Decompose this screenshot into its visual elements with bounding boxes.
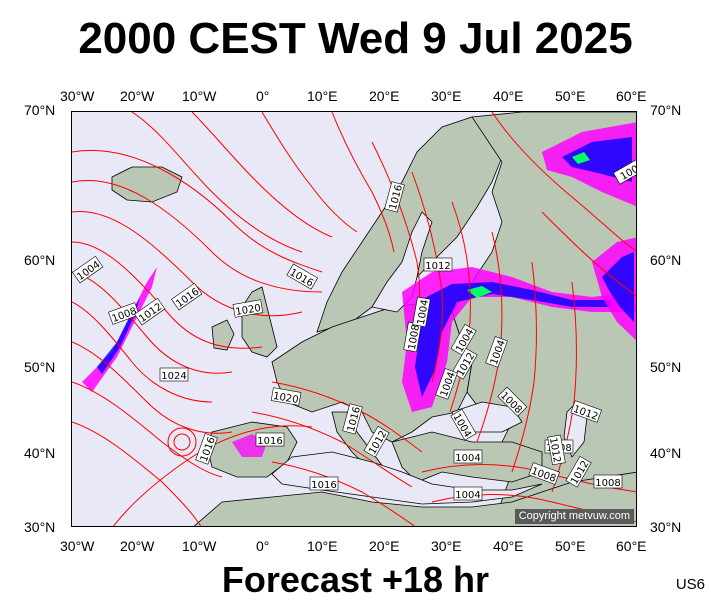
lat-label-right: 40°N xyxy=(650,445,682,461)
weather-map: 1004 1008 1012 1016 1020 1024 1016 1020 … xyxy=(71,111,637,527)
isobar-label: 1008 xyxy=(407,324,422,351)
isobar xyxy=(72,180,323,293)
lon-label-top: 0° xyxy=(256,88,270,104)
isobar-label: 1004 xyxy=(455,490,480,501)
lat-label-left: 50°N xyxy=(24,359,56,375)
isobar-label: 1004 xyxy=(416,299,431,326)
isobar xyxy=(131,112,303,253)
isobar xyxy=(191,112,333,238)
isobar-label: 1016 xyxy=(257,436,282,447)
isobar xyxy=(271,381,423,453)
lon-label-top: 60°E xyxy=(616,88,647,104)
isobar xyxy=(72,301,213,403)
lon-label-bottom: 30°W xyxy=(60,538,95,554)
rain-north-russia-core xyxy=(562,137,632,182)
isobar-label: 1012 xyxy=(547,437,562,464)
lat-label-right: 60°N xyxy=(650,252,682,268)
isobar xyxy=(72,241,263,349)
isobar xyxy=(72,341,233,434)
lat-label-right: 70°N xyxy=(650,102,682,118)
isobar xyxy=(411,171,443,383)
isobar xyxy=(261,112,358,233)
isobar xyxy=(511,261,537,473)
lon-label-top: 20°E xyxy=(369,88,400,104)
lon-label-top: 10°E xyxy=(307,88,338,104)
isobar xyxy=(251,411,413,488)
isobar-label: 1004 xyxy=(455,453,480,464)
lon-label-top: 40°E xyxy=(493,88,524,104)
rain-east-band-core xyxy=(602,252,634,322)
isobar xyxy=(271,461,416,526)
lat-label-right: 50°N xyxy=(650,359,682,375)
lon-label-bottom: 20°W xyxy=(120,538,155,554)
isobar-label: 1020 xyxy=(272,391,299,406)
isobar-low xyxy=(167,427,197,457)
isobar-label: 1012 xyxy=(425,261,450,272)
rain-band-atlantic-core xyxy=(97,297,140,374)
lon-label-bottom: 30°E xyxy=(431,538,462,554)
isobar xyxy=(541,211,636,297)
lon-label-bottom: 50°E xyxy=(555,538,586,554)
lat-label-left: 30°N xyxy=(24,519,56,535)
lon-label-top: 30°E xyxy=(431,88,462,104)
isobar xyxy=(72,381,223,478)
isobar xyxy=(72,271,233,374)
lat-label-right: 30°N xyxy=(650,519,682,535)
lon-label-bottom: 20°E xyxy=(369,538,400,554)
lon-label-bottom: 10°W xyxy=(182,538,217,554)
isobar xyxy=(449,201,471,413)
isobar xyxy=(72,211,303,317)
isobar xyxy=(491,112,636,252)
rain-north-russia-heavy xyxy=(572,152,590,164)
isobar-label: 1024 xyxy=(161,371,186,382)
precipitation xyxy=(82,122,636,457)
region-code: US6 xyxy=(675,576,705,593)
rain-core-heavy xyxy=(467,286,492,298)
map-title: 2000 CEST Wed 9 Jul 2025 xyxy=(78,14,633,63)
isobar-low xyxy=(173,433,191,451)
lat-label-left: 40°N xyxy=(24,445,56,461)
lon-label-top: 10°W xyxy=(182,88,217,104)
isobar xyxy=(72,421,202,526)
forecast-label: Forecast +18 hr xyxy=(221,559,490,600)
map-canvas: 1004 1008 1012 1016 1020 1024 1016 1020 … xyxy=(72,112,636,526)
iceland xyxy=(111,166,183,203)
lon-label-top: 30°W xyxy=(60,88,95,104)
lon-label-bottom: 10°E xyxy=(307,538,338,554)
lat-label-left: 70°N xyxy=(24,102,56,118)
rain-band-europe-core xyxy=(415,282,612,397)
isobar-label: 1008 xyxy=(595,478,620,489)
isobar xyxy=(72,150,323,273)
isobar-label: 1020 xyxy=(235,303,262,318)
lon-label-bottom: 0° xyxy=(256,538,270,554)
lat-label-left: 60°N xyxy=(24,252,56,268)
lon-label-bottom: 60°E xyxy=(616,538,647,554)
lon-label-top: 50°E xyxy=(555,88,586,104)
lon-label-bottom: 40°E xyxy=(493,538,524,554)
rain-band-atlantic xyxy=(82,267,157,392)
isobar xyxy=(112,425,313,526)
isobar-label: 1016 xyxy=(311,480,336,491)
lon-label-top: 20°W xyxy=(120,88,155,104)
copyright-notice: Copyright metvuw.com xyxy=(514,509,634,524)
isobar xyxy=(331,112,395,253)
